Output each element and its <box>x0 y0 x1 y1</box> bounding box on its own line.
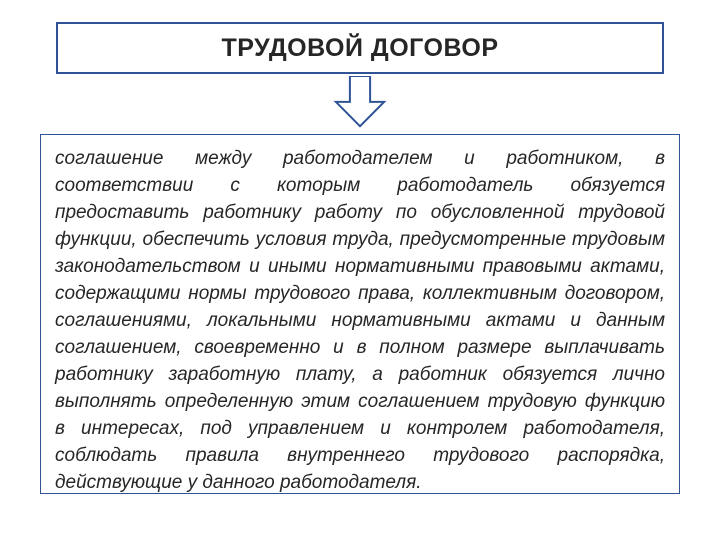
title-box: ТРУДОВОЙ ДОГОВОР <box>56 22 664 74</box>
definition-box: соглашение между работодателем и работни… <box>40 134 680 494</box>
definition-text: соглашение между работодателем и работни… <box>55 148 665 493</box>
title-text: ТРУДОВОЙ ДОГОВОР <box>221 34 498 63</box>
down-arrow-svg <box>332 76 388 130</box>
down-arrow-icon <box>332 76 388 130</box>
